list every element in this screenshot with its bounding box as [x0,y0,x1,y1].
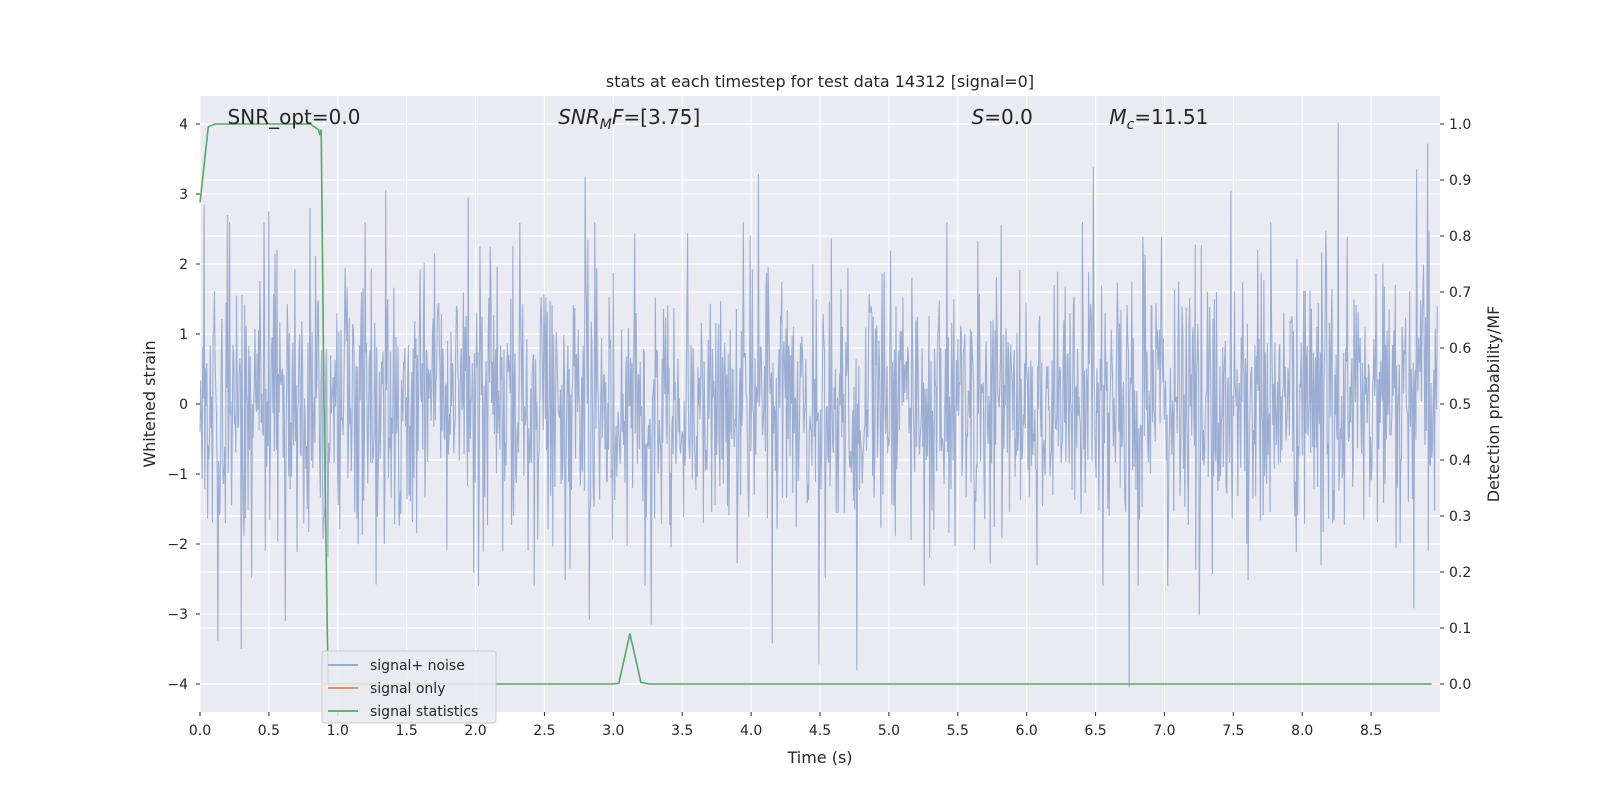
x-tick-label-11: 5.5 [947,723,969,739]
x-tick-label-16: 8.0 [1291,723,1313,739]
grid [199,96,1440,712]
x-tick-label-10: 5.0 [878,723,900,739]
x-tick-label-12: 6.0 [1016,723,1038,739]
x-tick-label-17: 8.5 [1360,723,1382,739]
x-tick-label-2: 1.0 [327,723,349,739]
x-tick-label-13: 6.5 [1084,723,1106,739]
annotation-3: Mc=11.51 [1109,105,1208,133]
y-tick-label-right-0: 1.0 [1449,117,1471,133]
y-tick-label-right-3: 0.7 [1449,285,1471,301]
y-tick-label-left-6: −2 [167,537,188,553]
series-signal-noise [199,122,1438,688]
y-tick-label-left-3: 1 [179,327,188,343]
x-tick-label-14: 7.0 [1153,723,1175,739]
x-tick-label-4: 2.0 [464,723,486,739]
y-tick-label-left-5: −1 [167,467,188,483]
annotation-0: SNR_opt=0.0 [228,105,361,129]
legend-box [321,650,497,724]
y-tick-label-left-4: 0 [179,397,188,413]
annotation-2: S=0.0 [972,105,1033,129]
legend-label-2: signal statistics [370,704,478,720]
y-tick-label-left-7: −3 [167,607,188,623]
y-tick-label-right-7: 0.3 [1449,509,1471,525]
x-tick-label-1: 0.5 [258,723,280,739]
x-tick-label-9: 4.5 [809,723,831,739]
x-tick-label-6: 3.0 [602,723,624,739]
y-axis-label-right: Detection probability/MF [1484,306,1503,503]
y-tick-label-right-6: 0.4 [1449,453,1471,469]
y-tick-label-left-2: 2 [179,257,188,273]
x-tick-label-5: 2.5 [533,723,555,739]
annotation-1: SNRMF=[3.75] [558,105,700,133]
y-tick-label-left-0: 4 [179,117,188,133]
y-tick-label-right-4: 0.6 [1449,341,1471,357]
x-tick-label-7: 3.5 [671,723,693,739]
signal-noise-line [199,122,1438,688]
chart-title: stats at each timestep for test data 143… [606,72,1034,91]
x-tick-label-8: 4.0 [740,723,762,739]
x-axis-label: Time (s) [786,748,852,767]
x-tick-label-15: 7.5 [1222,723,1244,739]
legend-label-1: signal only [370,681,445,697]
legend: signal+ noise signal only signal statistic… [321,650,497,724]
y-tick-label-right-10: 0.0 [1449,677,1471,693]
x-tick-label-0: 0.0 [189,723,211,739]
y-tick-label-right-2: 0.8 [1449,229,1471,245]
annotations: SNR_opt=0.0 SNRMF=[3.75] S=0.0 Mc=11.51 [228,105,1209,133]
y-tick-label-right-9: 0.1 [1449,621,1471,637]
ticks: 0.0 0.5 1.0 1.5 2.0 2.5 3.0 3.5 4.0 4.5 5.0 5.5 6.0 6… [167,117,1471,739]
y-axis-label-left: Whitened strain [140,340,159,467]
y-tick-label-right-5: 0.5 [1449,397,1471,413]
y-tick-label-right-1: 0.9 [1449,173,1471,189]
y-tick-label-left-8: −4 [167,677,188,693]
legend-label-0: signal+ noise [370,658,465,674]
x-tick-label-3: 1.5 [396,723,418,739]
y-tick-label-left-1: 3 [179,187,188,203]
y-tick-label-right-8: 0.2 [1449,565,1471,581]
